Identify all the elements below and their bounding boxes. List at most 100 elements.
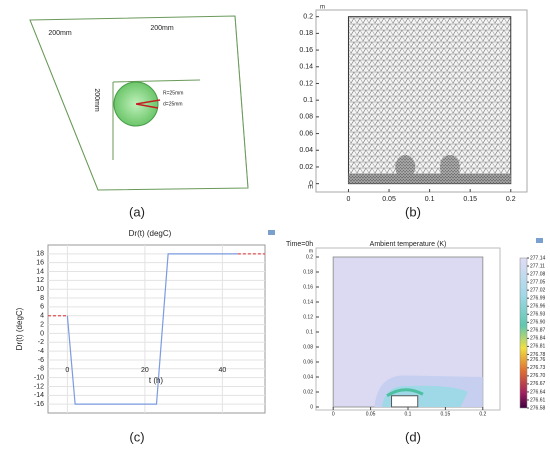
y-tick-label: -10 — [34, 374, 44, 381]
y-tick-label: 0 — [309, 180, 313, 187]
y-tick-label: 0.04 — [299, 147, 313, 154]
colorbar-label: 276.87 — [530, 328, 546, 334]
chart-title: Dr(t) (degC) — [129, 229, 172, 238]
colorbar-label: 277.11 — [530, 263, 545, 269]
y-tick-label: 0.2 — [306, 254, 313, 260]
y-tick-label: 0.08 — [303, 344, 313, 350]
colorbar-label: 276.70 — [530, 373, 546, 379]
x-tick-label: 0.05 — [366, 411, 376, 417]
colorbar-label: 276.78 — [530, 352, 546, 358]
y-tick-label: 0.18 — [299, 30, 313, 37]
colorbar-label: 276.73 — [530, 365, 546, 371]
x-tick-label: 0.05 — [382, 196, 396, 203]
dimension-arrows — [135, 99, 161, 109]
x-tick-label: 0.2 — [479, 411, 486, 417]
y-tick-label: 4 — [40, 313, 44, 320]
radius-label: R=25mm — [163, 90, 183, 96]
y-tick-label: -6 — [38, 357, 44, 364]
x-tick-label: 0 — [347, 196, 351, 203]
y-tick-label: 6 — [40, 304, 44, 311]
y-unit: m — [320, 5, 325, 11]
y-tick-label: 0 — [310, 404, 313, 410]
time-label: Time=0h — [286, 241, 313, 248]
colorbar-label: 276.84 — [530, 336, 546, 342]
x-tick-label: 0.15 — [463, 196, 477, 203]
distance-label: d=25mm — [163, 101, 183, 107]
y-tick-label: 14 — [36, 268, 44, 275]
panel-label: (b) — [405, 204, 421, 219]
colorbar-label: 277.05 — [530, 279, 546, 285]
y-tick-label: 0.14 — [303, 299, 313, 305]
y-tick-label: -16 — [34, 401, 44, 408]
x-tick-label: 40 — [218, 367, 226, 374]
colorbar-label: 277.02 — [530, 287, 546, 293]
y-tick-label: -8 — [38, 366, 44, 373]
y-tick-label: 12 — [36, 277, 44, 284]
y-tick-label: 0.02 — [303, 389, 313, 395]
colorbar-label: 276.90 — [530, 320, 546, 326]
colorbar-label: 276.93 — [530, 312, 546, 318]
y-tick-label: 0.04 — [303, 374, 313, 380]
dimension-label: 200mm — [48, 30, 72, 37]
y-tick-label: -4 — [38, 348, 44, 355]
x-tick-label: 0.1 — [425, 196, 435, 203]
mesh-refinement — [395, 154, 416, 179]
y-tick-label: 0.06 — [303, 359, 313, 365]
colorbar-label: 277.08 — [530, 271, 546, 277]
y-tick-label: -12 — [34, 383, 44, 390]
heater — [391, 395, 419, 408]
y-tick-label: 0.14 — [299, 64, 313, 71]
mesh — [347, 16, 512, 185]
colorbar-label: 276.99 — [530, 296, 546, 302]
x-tick-label: 0.15 — [441, 411, 451, 417]
x-axis-label: t (h) — [149, 376, 164, 385]
y-tick-label: 8 — [40, 295, 44, 302]
y-axis-label: Dr(t) (degC) — [15, 307, 24, 350]
y-tick-label: 0.1 — [303, 97, 313, 104]
y-tick-label: -14 — [34, 392, 44, 399]
plume-inner — [386, 388, 424, 398]
icon — [268, 230, 275, 235]
panel-label: (c) — [129, 429, 144, 444]
dimension-label: 200mm — [93, 88, 100, 112]
panel-label: (d) — [405, 429, 421, 444]
y-tick-label: 0.12 — [303, 314, 313, 320]
y-tick-label: 0.1 — [306, 329, 313, 335]
y-tick-label: -2 — [38, 339, 44, 346]
y-tick-label: 0.16 — [303, 284, 313, 290]
y-tick-label: 0.08 — [299, 114, 313, 121]
x-tick-label: 0.2 — [506, 196, 516, 203]
plot-title: Ambient temperature (K) — [370, 241, 447, 248]
colorbar-label: 276.61 — [530, 397, 546, 403]
colorbar-label: 276.64 — [530, 389, 546, 395]
y-tick-label: 16 — [36, 260, 44, 267]
box-3d — [29, 15, 249, 191]
x-tick-label: 0 — [65, 367, 69, 374]
x-tick-label: 20 — [141, 367, 149, 374]
colorbar-label: 277.14 — [530, 255, 546, 261]
colorbar-label: 276.67 — [530, 381, 546, 387]
y-tick-label: 10 — [36, 286, 44, 293]
x-tick-label: 0.1 — [405, 411, 412, 417]
y-tick-label: 0.06 — [299, 130, 313, 137]
x-unit: m — [308, 185, 313, 191]
data-line — [66, 253, 238, 405]
y-tick-label: 18 — [36, 251, 44, 258]
y-tick-label: 0.2 — [303, 14, 313, 21]
mesh-refinement — [439, 154, 460, 179]
y-tick-label: 2 — [40, 321, 44, 328]
colorbar-label: 276.81 — [530, 344, 546, 350]
colorbar — [519, 257, 528, 409]
y-tick-label: 0.16 — [299, 47, 313, 54]
y-tick-label: 0.12 — [299, 80, 313, 87]
y-tick-label: 0.18 — [303, 269, 313, 275]
colorbar-label: 276.96 — [530, 304, 546, 310]
colorbar-label: 276.58 — [530, 405, 546, 411]
y-tick-label: 0 — [40, 330, 44, 337]
colorbar-label: 276.76 — [530, 357, 546, 363]
panel-label: (a) — [129, 204, 145, 219]
y-tick-label: 0.02 — [299, 164, 313, 171]
mesh-dense — [348, 173, 511, 184]
plot-area — [47, 244, 266, 414]
